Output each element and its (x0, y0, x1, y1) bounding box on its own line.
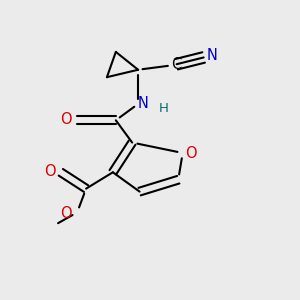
Text: C: C (171, 57, 181, 72)
Text: O: O (60, 206, 72, 220)
Text: O: O (44, 164, 56, 179)
Text: N: N (137, 95, 148, 110)
Text: O: O (60, 112, 72, 127)
Text: O: O (185, 146, 197, 161)
Text: H: H (158, 103, 168, 116)
Text: N: N (206, 48, 217, 63)
